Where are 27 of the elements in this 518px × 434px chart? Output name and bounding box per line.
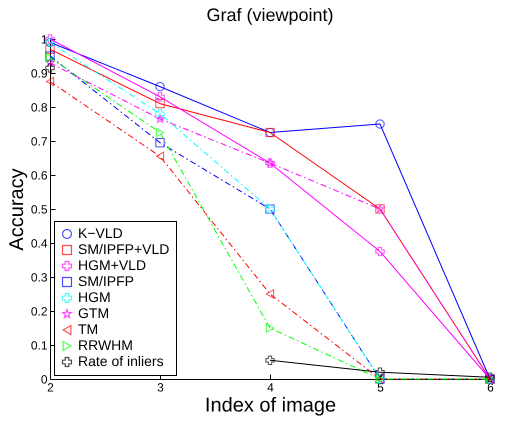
y-tick-label: 0.9 (30, 66, 48, 80)
y-tick-label: 0.2 (30, 304, 48, 318)
legend-label: GTM (78, 305, 110, 321)
legend-label: K−VLD (78, 225, 123, 241)
y-tick-label: 0.6 (30, 168, 48, 182)
y-tick-label: 0.4 (30, 236, 48, 250)
legend-label: Rate of inliers (78, 353, 164, 369)
legend-label: HGM (78, 289, 111, 305)
legend-label: TM (78, 321, 98, 337)
x-tick-label: 2 (47, 380, 54, 394)
y-tick-label: 0.5 (30, 202, 48, 216)
y-tick-label: 0.8 (30, 100, 48, 114)
legend-label: HGM+VLD (78, 257, 146, 273)
chart-title: Graf (viewpoint) (206, 4, 334, 25)
x-axis-title: Index of image (204, 394, 336, 416)
y-axis-title: Accuracy (6, 168, 28, 251)
y-tick-label: 0.1 (30, 338, 48, 352)
legend-label: SM/IPFP+VLD (78, 241, 170, 257)
x-tick-label: 4 (267, 380, 274, 394)
legend-label: RRWHM (78, 337, 133, 353)
x-tick-label: 3 (157, 380, 164, 394)
legend-label: SM/IPFP (78, 273, 134, 289)
x-tick-label: 5 (377, 380, 384, 394)
x-tick-label: 6 (487, 380, 494, 394)
y-tick-label: 0.7 (30, 134, 48, 148)
y-tick-label: 0.3 (30, 270, 48, 284)
y-tick-label: 0 (40, 372, 48, 386)
